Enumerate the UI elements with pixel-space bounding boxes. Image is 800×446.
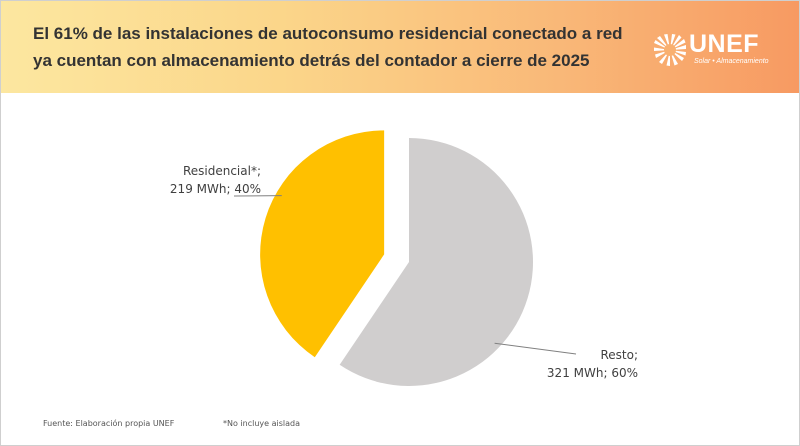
logo-wordmark: UNEF [689, 30, 760, 58]
sun-burst-icon [654, 34, 686, 66]
source-note: Fuente: Elaboración propia UNEF [43, 419, 175, 428]
slice-label-resto-value: 321 MWh; 60% [546, 366, 638, 380]
logo-tagline: Solar • Almacenamiento [694, 58, 769, 65]
slice-label-residencial-value: 219 MWh; 40% [169, 182, 261, 196]
pie-slice-residencial [260, 130, 385, 358]
pie-slice-resto [339, 138, 533, 386]
leader-line-2 [494, 342, 577, 355]
slice-label-residencial-name: Residencial*; [182, 164, 261, 178]
unef-logo: UNEF Solar • Almacenamiento [653, 30, 783, 71]
slice-label-resto: Resto; 321 MWh; 60% [546, 346, 638, 382]
page-title: El 61% de las instalaciones de autoconsu… [33, 20, 633, 74]
title-line-2: ya cuentan con almacenamiento detrás del… [33, 51, 590, 70]
slice-label-resto-name: Resto; [600, 348, 638, 362]
slice-label-residencial: Residencial*; 219 MWh; 40% [143, 162, 261, 198]
header-banner: El 61% de las instalaciones de autoconsu… [1, 1, 799, 93]
pie-chart [233, 130, 577, 386]
footnote: *No incluye aislada [223, 419, 301, 428]
title-line-1: El 61% de las instalaciones de autoconsu… [33, 24, 623, 43]
